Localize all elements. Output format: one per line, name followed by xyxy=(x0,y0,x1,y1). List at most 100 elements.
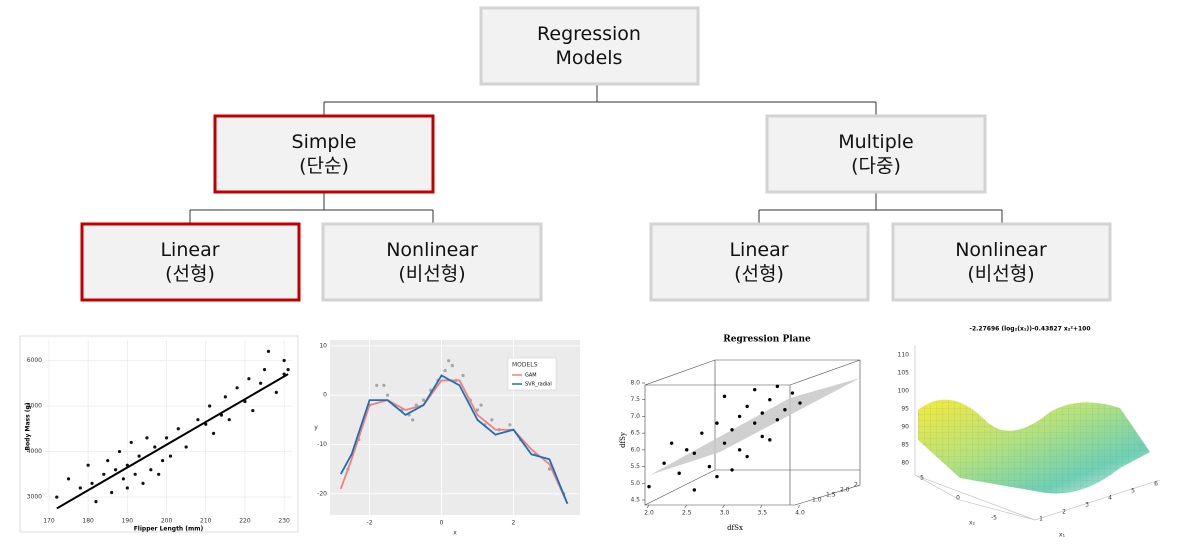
surface-mesh xyxy=(918,399,1150,494)
tick-mark xyxy=(797,504,801,509)
point xyxy=(184,445,188,449)
x-tick-label: 170 xyxy=(43,518,55,525)
point xyxy=(382,383,386,387)
node-label: Simple (단순) xyxy=(292,131,357,177)
point xyxy=(106,459,110,463)
point xyxy=(66,477,71,481)
point xyxy=(508,423,512,427)
point xyxy=(722,394,727,399)
x2-tick-label: -5 xyxy=(991,515,997,522)
point xyxy=(475,408,480,412)
node-box xyxy=(80,222,301,302)
point xyxy=(168,454,173,458)
point xyxy=(443,368,447,373)
x-tick-label: 230 xyxy=(278,518,290,525)
point xyxy=(90,481,94,486)
z-tick-label: 110 xyxy=(898,352,910,359)
x-tick-label: 0 xyxy=(440,520,444,527)
point xyxy=(692,488,696,492)
point xyxy=(113,468,118,472)
z-tick-label: 80 xyxy=(901,460,909,467)
point xyxy=(692,451,696,455)
point xyxy=(78,486,82,490)
point xyxy=(737,448,742,452)
x-axis-label: x xyxy=(453,530,457,537)
point xyxy=(164,436,169,440)
point xyxy=(385,393,390,397)
y-tick-label: 6000 xyxy=(27,357,42,364)
y-tick-label: 7.0 xyxy=(630,413,640,420)
x-axis-label: Flipper Length (mm) xyxy=(134,526,204,533)
point xyxy=(121,477,126,481)
z-tick-label: 95 xyxy=(901,406,909,413)
node-label: Multiple (다중) xyxy=(838,131,913,177)
y-tick-label: 6.0 xyxy=(630,446,640,453)
x-tick-label: 2.0 xyxy=(644,510,654,517)
node-label: Nonlinear (비선형) xyxy=(955,239,1047,285)
point xyxy=(760,434,764,439)
z-tick-label: 105 xyxy=(898,370,910,377)
axes-frame xyxy=(914,345,1161,521)
y-tick-label: 10 xyxy=(319,342,327,349)
point xyxy=(730,468,734,472)
z-tick-label: 100 xyxy=(898,388,910,395)
tick-mark xyxy=(722,504,725,509)
z-tick-label: 2. xyxy=(854,482,860,489)
point xyxy=(251,408,255,413)
point xyxy=(669,441,674,445)
point xyxy=(196,418,200,422)
z-tick-label: 90 xyxy=(901,424,909,431)
point xyxy=(274,390,278,394)
point xyxy=(768,438,772,442)
point xyxy=(129,440,133,445)
legend-label: SVR_radial xyxy=(525,382,552,388)
y-axis-label: Body Mass (g) xyxy=(25,402,32,450)
tick-mark xyxy=(646,504,650,509)
point xyxy=(235,386,239,390)
y-tick-label: 3000 xyxy=(27,494,42,501)
z-tick-label: 2.0 xyxy=(840,487,850,494)
point xyxy=(447,359,451,363)
x-tick-label: 180 xyxy=(82,518,94,525)
node-label: Nonlinear (비선형) xyxy=(386,239,478,285)
x-tick-label: 2 xyxy=(512,520,516,527)
node-box xyxy=(765,114,987,194)
y-tick-label: -20 xyxy=(317,490,327,497)
x-tick-label: -2 xyxy=(367,520,373,527)
point xyxy=(286,367,290,372)
x-tick-label: 2.5 xyxy=(682,510,692,517)
point xyxy=(153,445,157,449)
z-tick-label: 1.5 xyxy=(826,492,836,499)
x1-tick-label: 5 xyxy=(1131,488,1135,495)
point xyxy=(266,349,271,353)
x2-tick-label: 0 xyxy=(956,495,960,502)
y-tick-label: 8.0 xyxy=(630,380,640,387)
point xyxy=(775,418,780,422)
point xyxy=(730,428,734,432)
point xyxy=(110,490,114,495)
y-tick-label: 7.5 xyxy=(630,396,640,403)
node-box xyxy=(213,114,435,194)
point xyxy=(55,495,59,499)
x-tick-label: 3.5 xyxy=(757,510,767,517)
point xyxy=(157,472,161,476)
point xyxy=(745,454,749,459)
y-axis-label: dfSy xyxy=(619,432,627,448)
node-box xyxy=(479,6,700,86)
point xyxy=(685,448,689,452)
y-tick-label: 6.5 xyxy=(630,430,640,437)
y-tick-label: 5.0 xyxy=(630,480,640,487)
chart-title: -2.27696 (log₂(x₁))-0.43827 x₂²+100 xyxy=(969,326,1090,333)
point xyxy=(450,364,454,368)
point xyxy=(133,472,137,476)
point xyxy=(775,384,780,389)
point xyxy=(662,461,666,465)
legend-title: MODELS xyxy=(512,362,538,369)
x1-tick-label: 3 xyxy=(1085,502,1089,509)
point xyxy=(223,395,227,399)
x-tick-label: 200 xyxy=(161,518,173,525)
y-axis-label: x₂ xyxy=(969,520,976,527)
y-tick-label: 5.5 xyxy=(630,463,640,470)
x2-tick-label: 5 xyxy=(920,475,924,482)
